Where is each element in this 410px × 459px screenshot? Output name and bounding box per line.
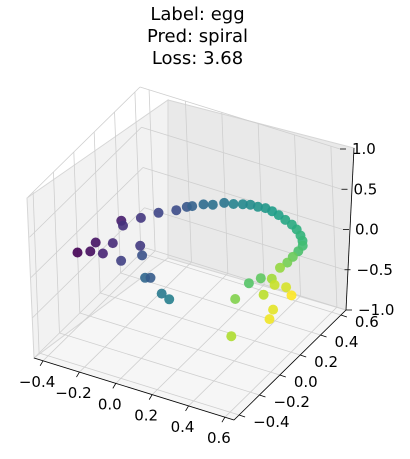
x-tick-label: 0.6 — [207, 429, 231, 447]
scatter-point — [72, 247, 83, 258]
z-grid-right — [139, 86, 341, 150]
scatter-point — [135, 212, 146, 223]
x-tick-label: −0.4 — [19, 373, 55, 391]
scatter-point — [187, 201, 198, 212]
y-tick-label: −0.4 — [253, 413, 289, 431]
x-tick-label: 0.2 — [134, 407, 158, 425]
z-grid-left — [29, 126, 142, 238]
x-tick-mark — [148, 394, 153, 400]
z-tick-label: 0.0 — [355, 221, 379, 239]
z-grid-right — [144, 207, 345, 271]
y-grid-floor — [59, 332, 260, 396]
scatter-point — [269, 279, 280, 290]
y-tick-label: 0.0 — [294, 373, 318, 391]
title-line-loss: Loss: 3.68 — [151, 48, 244, 69]
scatter-point — [281, 282, 292, 293]
z-grid-left — [27, 86, 141, 198]
scatter-point — [207, 199, 218, 210]
scatter-point — [268, 304, 279, 315]
scatter-point — [219, 197, 230, 208]
data-points — [72, 197, 308, 342]
y-grid-floor — [120, 272, 321, 336]
y-axis-line — [233, 309, 347, 421]
scatter-point — [85, 246, 96, 257]
x-tick-mark — [39, 360, 44, 367]
y-grid-floor — [38, 352, 240, 416]
x-grid-floor — [151, 284, 265, 395]
y-tick-label: 0.6 — [355, 313, 379, 331]
z-grid-left — [30, 167, 144, 278]
scatter-point — [198, 199, 209, 210]
x-axis-line — [33, 357, 235, 421]
scatter-point — [156, 288, 167, 299]
scatter-point — [275, 262, 285, 273]
title-line-pred: Pred: spiral — [146, 26, 249, 47]
y-tick-label: −0.2 — [273, 393, 309, 411]
scatter-point — [118, 220, 128, 231]
scatter-point — [255, 273, 266, 284]
scatter-point — [252, 201, 263, 212]
x-tick-label: −0.2 — [55, 384, 91, 402]
y-grid-floor — [79, 312, 280, 376]
z-grid-left — [33, 247, 147, 359]
x-grid-floor — [115, 273, 229, 384]
z-tick-label: 0.5 — [354, 180, 378, 198]
x-grid-floor — [79, 261, 192, 373]
scatter-point — [230, 294, 241, 304]
scatter-point — [258, 289, 269, 300]
y-tick-mark — [238, 414, 246, 418]
title-line-label: Label: egg — [150, 4, 245, 25]
scatter-point — [153, 207, 164, 218]
x-tick-mark — [76, 371, 80, 378]
scatter-point — [145, 272, 156, 283]
z-tick-label: 1.0 — [352, 140, 376, 158]
z-tick-label: −1.0 — [358, 301, 394, 319]
y-tick-mark — [279, 374, 286, 378]
scatter-point — [264, 314, 275, 325]
scatter-point — [237, 199, 248, 210]
x-tick-mark — [185, 405, 189, 412]
z-grid-right — [142, 167, 344, 230]
scatter-point — [282, 257, 293, 268]
z-grid-right — [145, 247, 347, 311]
x-tick-label: 0.0 — [98, 395, 122, 413]
y-grid-floor — [140, 252, 342, 316]
x-grid-floor — [224, 306, 338, 418]
scatter-point — [226, 331, 237, 342]
scatter-point — [107, 238, 118, 249]
z-tick-label: −0.5 — [357, 261, 393, 279]
z-grid-right — [141, 126, 342, 190]
scatter-point — [243, 278, 254, 289]
scatter-point — [137, 250, 148, 261]
y-grid-floor — [100, 292, 301, 356]
chart-title: Label: egg Pred: spiral Loss: 3.68 — [0, 4, 395, 70]
scatter-point — [164, 294, 175, 305]
scatter-point — [260, 203, 271, 214]
scatter-point — [135, 240, 146, 251]
scatter-point — [171, 205, 182, 216]
z-axis-line — [345, 147, 355, 311]
y-tick-mark — [300, 354, 307, 358]
scatter-point — [245, 199, 256, 210]
y-tick-label: 0.4 — [335, 333, 359, 351]
scatter-point — [116, 255, 127, 266]
y-tick-label: 0.2 — [314, 353, 338, 371]
scatter-point — [90, 237, 101, 248]
y-tick-mark — [259, 394, 266, 398]
scatter-point — [228, 199, 239, 209]
y-tick-mark — [320, 334, 327, 338]
y-tick-mark — [340, 314, 348, 318]
x-tick-mark — [221, 416, 226, 423]
x-tick-label: 0.4 — [171, 418, 195, 436]
x-tick-mark — [112, 383, 117, 389]
scatter-point — [286, 290, 297, 301]
x-grid-floor — [188, 295, 301, 407]
scatter-point — [97, 248, 108, 259]
axis-ticks: −0.4−0.20.00.20.40.6−0.4−0.20.00.20.40.6… — [19, 140, 395, 447]
x-grid-floor — [42, 250, 156, 362]
